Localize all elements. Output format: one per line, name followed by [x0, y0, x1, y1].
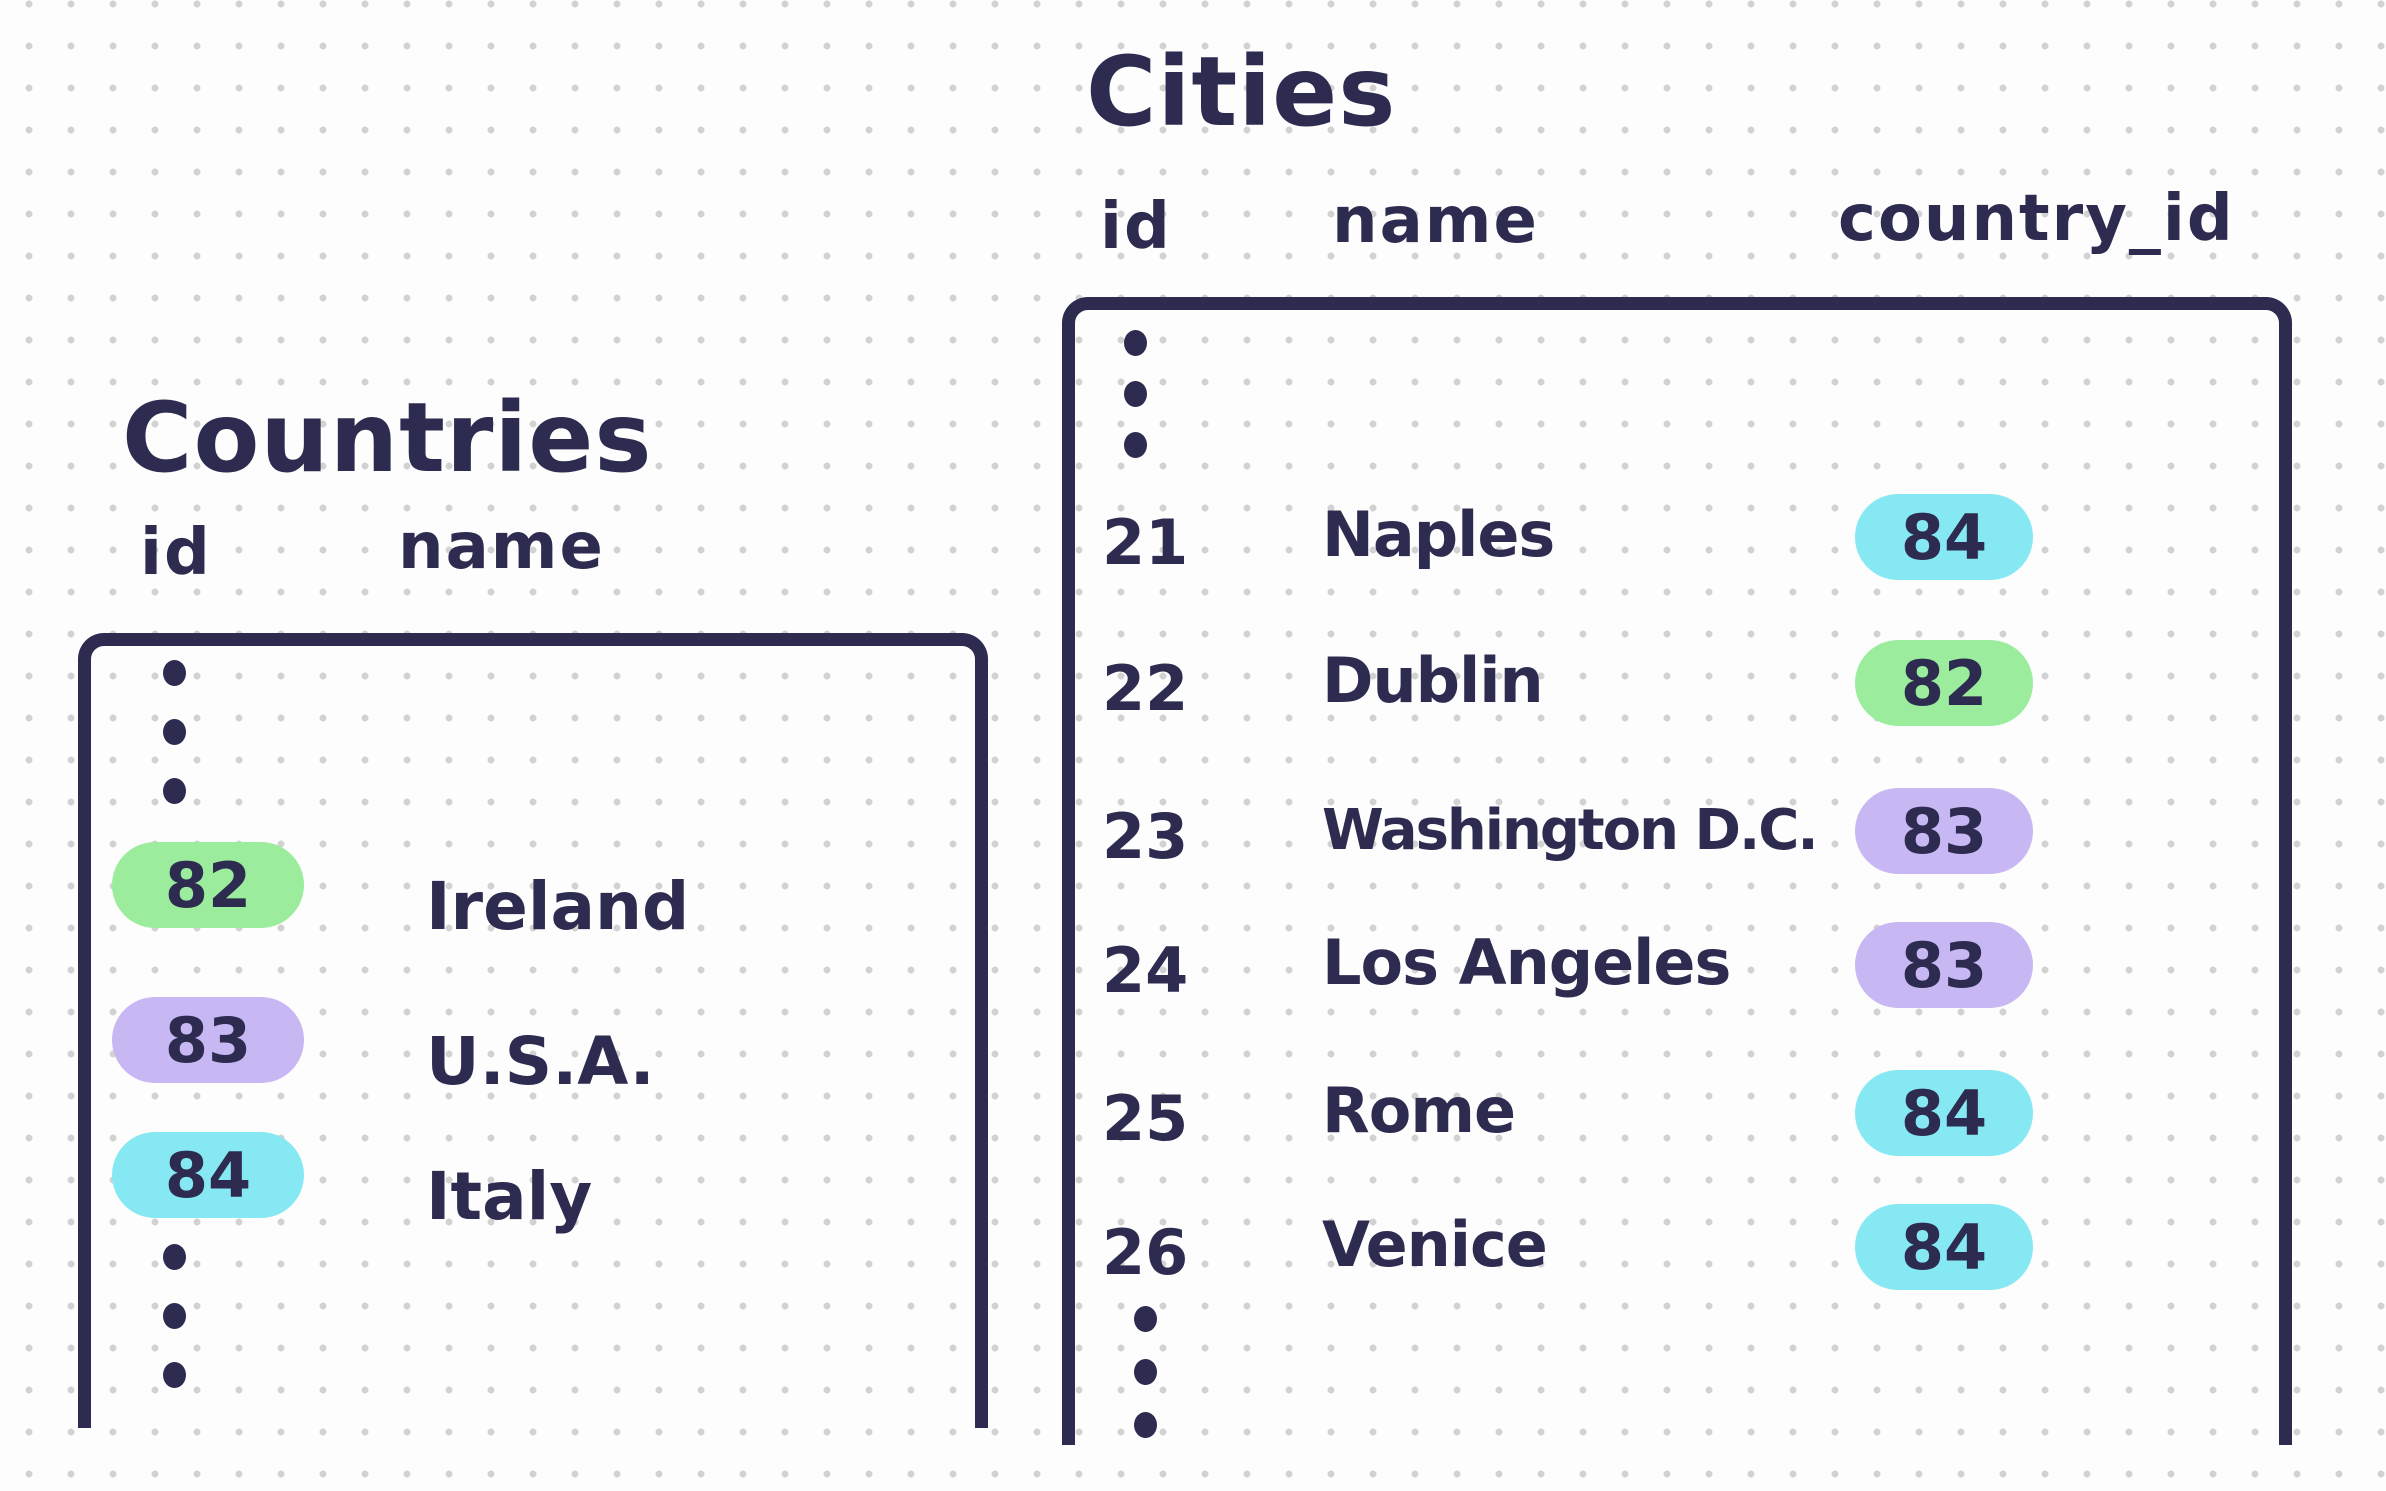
ellipsis-dot: [1124, 330, 1147, 356]
ellipsis-dot: [163, 1303, 186, 1329]
city-name: Washington D.C.: [1322, 798, 1819, 863]
city-name: Rome: [1322, 1074, 1516, 1147]
country-id-badge: 83: [112, 997, 304, 1083]
city-id: 22: [1102, 652, 1189, 725]
countries-column-header-id: id: [140, 516, 212, 590]
country-id-badge: 82: [112, 842, 304, 928]
countries-table-frame: [78, 633, 988, 1428]
city-name: Venice: [1322, 1208, 1548, 1281]
cities-column-header-name: name: [1332, 184, 1539, 258]
countries-column-header-name: name: [398, 510, 605, 584]
ellipsis-dot: [163, 660, 186, 686]
city-name: Naples: [1322, 498, 1555, 571]
cities-more-rows-above-ellipsis-icon: [1124, 330, 1147, 458]
country-id-badge: 82: [1855, 640, 2033, 726]
city-name: Dublin: [1322, 644, 1544, 717]
city-id: 25: [1102, 1082, 1189, 1155]
cities-more-rows-below-ellipsis-icon: [1134, 1306, 1157, 1438]
country-name: U.S.A.: [426, 1023, 655, 1100]
city-name: Los Angeles: [1322, 926, 1731, 999]
cities-column-header-country-id: country_id: [1838, 182, 2235, 256]
country-id-badge: 84: [1855, 1204, 2033, 1290]
city-id: 23: [1102, 800, 1189, 873]
ellipsis-dot: [1134, 1359, 1157, 1385]
cities-table-title: Cities: [1086, 36, 1397, 148]
ellipsis-dot: [163, 1244, 186, 1270]
ellipsis-dot: [163, 778, 186, 804]
country-id-badge: 84: [1855, 494, 2033, 580]
country-name: Ireland: [426, 868, 690, 945]
country-id-badge: 83: [1855, 922, 2033, 1008]
city-id: 21: [1102, 506, 1189, 579]
city-id: 24: [1102, 934, 1189, 1007]
ellipsis-dot: [163, 719, 186, 745]
country-name: Italy: [426, 1158, 593, 1235]
ellipsis-dot: [1124, 381, 1147, 407]
country-id-badge: 84: [112, 1132, 304, 1218]
ellipsis-dot: [1124, 432, 1147, 458]
countries-more-rows-above-ellipsis-icon: [163, 660, 186, 804]
cities-table-frame: [1062, 297, 2292, 1445]
country-id-badge: 84: [1855, 1070, 2033, 1156]
countries-more-rows-below-ellipsis-icon: [163, 1244, 186, 1388]
ellipsis-dot: [1134, 1306, 1157, 1332]
ellipsis-dot: [163, 1362, 186, 1388]
city-id: 26: [1102, 1216, 1189, 1289]
cities-column-header-id: id: [1100, 190, 1172, 264]
countries-table-title: Countries: [122, 382, 653, 494]
ellipsis-dot: [1134, 1412, 1157, 1438]
country-id-badge: 83: [1855, 788, 2033, 874]
